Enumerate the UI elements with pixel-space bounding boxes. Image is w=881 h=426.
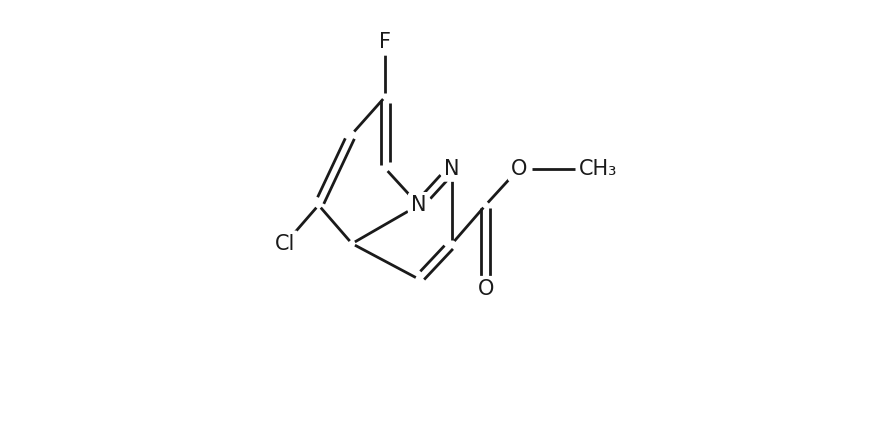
Text: F: F xyxy=(380,32,391,52)
Text: N: N xyxy=(444,158,460,178)
Text: Cl: Cl xyxy=(275,233,295,253)
Text: O: O xyxy=(511,158,527,178)
Text: N: N xyxy=(411,195,426,215)
Text: CH₃: CH₃ xyxy=(579,158,617,178)
Text: O: O xyxy=(478,279,493,299)
